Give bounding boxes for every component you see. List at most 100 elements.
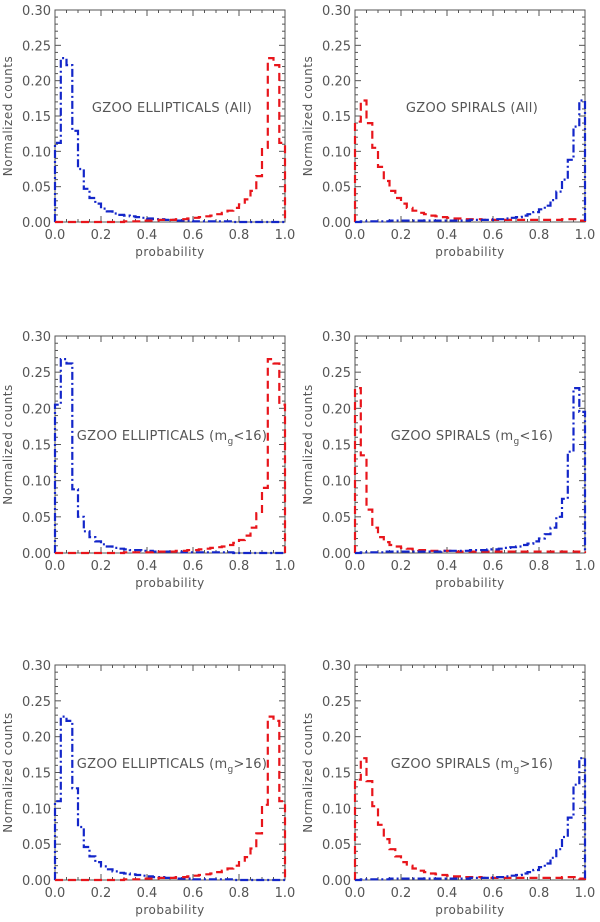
y-tick-label: 0.20 [322, 75, 351, 90]
y-tick-label: 0.20 [322, 402, 351, 417]
x-tick-label: 0.4 [437, 559, 458, 574]
x-tick-label: 0.4 [137, 559, 158, 574]
x-tick-label: 1.0 [275, 886, 296, 901]
x-tick-label: 0.0 [45, 228, 66, 243]
x-tick-label: 0.2 [391, 228, 412, 243]
panel-title: GZOO ELLIPTICALS (mg>16) [77, 757, 268, 775]
plot-frame [54, 335, 286, 554]
y-tick-label: 0.10 [322, 802, 351, 817]
histogram-panel: 0.0 0.2 0.4 0.6 0.8 1.0 0.00 0.05 0.10 0.15 0.20 0.… [1, 4, 295, 259]
y-tick-label: 0.15 [322, 767, 351, 782]
x-tick-label: 0.0 [345, 886, 366, 901]
y-tick-label: 0.15 [22, 110, 51, 125]
y-tick-label: 0.05 [322, 511, 351, 526]
x-tick-label: 0.6 [183, 886, 204, 901]
x-tick-label: 0.8 [529, 886, 550, 901]
x-tick-label: 0.4 [137, 228, 158, 243]
histogram-panel: 0.0 0.2 0.4 0.6 0.8 1.0 0.00 0.05 0.10 0.15 0.20 0.… [301, 659, 595, 917]
y-tick-label: 0.20 [322, 731, 351, 746]
x-axis-label: probability [135, 903, 205, 917]
y-tick-label: 0.00 [322, 874, 351, 889]
series-blue-dashdot [53, 715, 285, 882]
series-red-dashed [353, 99, 587, 222]
x-tick-label: 0.6 [183, 559, 204, 574]
y-tick-label: 0.25 [22, 366, 51, 381]
x-tick-label: 0.2 [391, 559, 412, 574]
x-tick-label: 0.0 [45, 886, 66, 901]
series-blue-dashdot [53, 358, 285, 555]
y-tick-label: 0.25 [22, 39, 51, 54]
x-axis-label: probability [435, 903, 505, 917]
series-red-dashed [353, 387, 587, 554]
y-tick-label: 0.00 [22, 216, 51, 231]
x-axis-label: probability [135, 576, 205, 590]
x-tick-label: 1.0 [275, 559, 296, 574]
histogram-panel: 0.0 0.2 0.4 0.6 0.8 1.0 0.00 0.05 0.10 0.15 0.20 0.… [1, 659, 295, 917]
x-axis-label: probability [435, 245, 505, 259]
y-axis-label: Normalized counts [301, 712, 315, 832]
panel-title: GZOO SPIRALS (mg>16) [391, 757, 554, 775]
panel-title: GZOO SPIRALS (All) [406, 101, 538, 116]
x-tick-label: 0.2 [91, 886, 112, 901]
y-axis-label: Normalized counts [301, 384, 315, 504]
y-tick-label: 0.25 [322, 366, 351, 381]
x-tick-label: 1.0 [575, 886, 596, 901]
series-red-dashed [353, 757, 587, 880]
y-axis-label: Normalized counts [1, 712, 15, 832]
histogram-panel: 0.0 0.2 0.4 0.6 0.8 1.0 0.00 0.05 0.10 0.15 0.20 0.… [301, 330, 595, 590]
y-axis-label: Normalized counts [1, 384, 15, 504]
y-tick-label: 0.30 [22, 659, 51, 674]
y-tick-label: 0.00 [322, 547, 351, 562]
y-tick-label: 0.20 [22, 731, 51, 746]
x-tick-label: 0.4 [437, 228, 458, 243]
panel-title: GZOO ELLIPTICALS (All) [92, 101, 252, 116]
x-tick-label: 0.8 [229, 559, 250, 574]
x-tick-label: 0.4 [137, 886, 158, 901]
x-tick-label: 0.6 [483, 559, 504, 574]
y-tick-label: 0.25 [22, 695, 51, 710]
y-tick-label: 0.30 [22, 4, 51, 19]
series-blue-dashdot [355, 387, 587, 555]
series-red-dashed [55, 57, 287, 224]
y-tick-label: 0.30 [322, 659, 351, 674]
y-tick-label: 0.05 [22, 838, 51, 853]
y-tick-label: 0.00 [22, 547, 51, 562]
histogram-panel: 0.0 0.2 0.4 0.6 0.8 1.0 0.00 0.05 0.10 0.15 0.20 0.… [1, 330, 295, 590]
y-tick-label: 0.25 [322, 39, 351, 54]
y-tick-label: 0.15 [322, 110, 351, 125]
x-tick-label: 0.2 [91, 228, 112, 243]
plot-frame [354, 9, 586, 223]
panel-title: GZOO SPIRALS (mg<16) [391, 429, 554, 447]
y-tick-label: 0.05 [22, 181, 51, 196]
series-blue-dashdot [355, 99, 587, 224]
x-tick-label: 1.0 [275, 228, 296, 243]
y-tick-label: 0.30 [22, 330, 51, 345]
y-tick-label: 0.00 [322, 216, 351, 231]
x-tick-label: 0.8 [529, 559, 550, 574]
plot-frame [354, 664, 586, 881]
x-tick-label: 0.4 [437, 886, 458, 901]
y-tick-label: 0.10 [22, 802, 51, 817]
y-tick-label: 0.10 [322, 145, 351, 160]
y-tick-label: 0.10 [22, 475, 51, 490]
y-tick-label: 0.05 [322, 181, 351, 196]
y-tick-label: 0.20 [22, 75, 51, 90]
x-tick-label: 0.2 [91, 559, 112, 574]
plot-frame [354, 335, 586, 554]
y-tick-label: 0.30 [322, 4, 351, 19]
x-tick-label: 0.0 [345, 228, 366, 243]
x-tick-label: 0.8 [529, 228, 550, 243]
x-tick-label: 0.6 [483, 228, 504, 243]
panel-title: GZOO ELLIPTICALS (mg<16) [77, 429, 268, 447]
x-axis-label: probability [435, 576, 505, 590]
series-red-dashed [55, 715, 287, 882]
y-tick-label: 0.15 [22, 767, 51, 782]
x-tick-label: 1.0 [575, 559, 596, 574]
y-tick-label: 0.05 [22, 511, 51, 526]
x-tick-label: 0.0 [45, 559, 66, 574]
x-tick-label: 0.6 [183, 228, 204, 243]
x-tick-label: 0.2 [391, 886, 412, 901]
y-tick-label: 0.10 [322, 475, 351, 490]
y-tick-label: 0.15 [22, 439, 51, 454]
